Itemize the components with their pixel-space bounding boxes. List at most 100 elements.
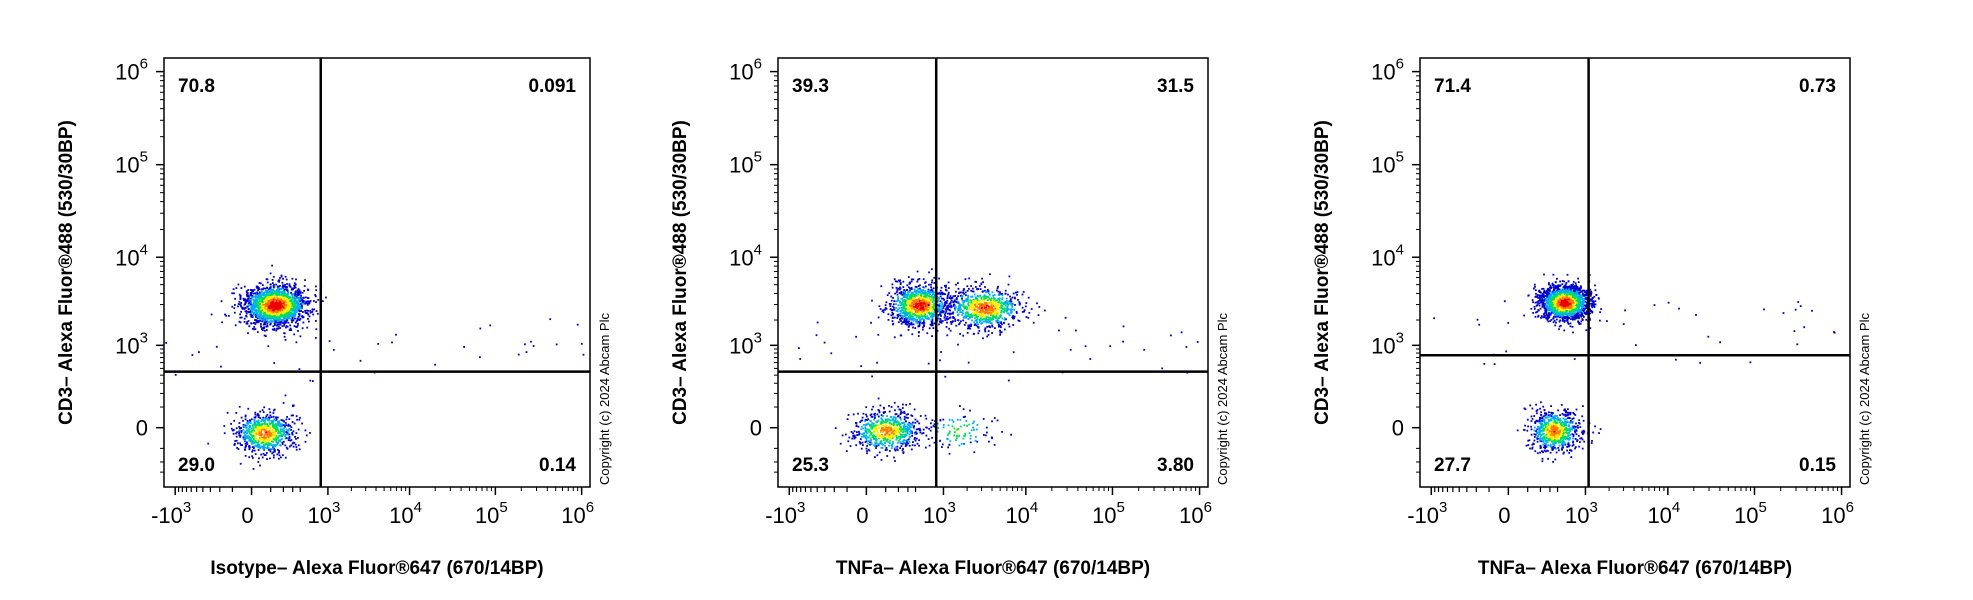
event-dot [279,432,282,434]
event-dot [250,299,252,301]
event-dot [272,286,275,289]
event-dot [239,297,242,300]
event-dot [306,303,309,306]
event-dot [950,304,952,307]
event-dot [272,300,274,303]
event-dot [261,320,263,323]
event-dot [1018,301,1021,304]
event-dot [914,318,917,321]
event-dot [923,299,925,302]
event-dot [913,306,916,309]
event-dot [967,304,970,307]
event-dot [1007,308,1010,311]
event-dot [277,304,279,307]
event-dot [304,311,307,314]
event-dot [1011,296,1014,299]
event-dot [990,314,992,316]
event-dot [272,409,275,412]
event-dot [906,311,909,314]
event-dot [937,314,940,316]
event-dot [892,303,895,306]
event-dot [299,317,302,320]
event-dot [258,443,261,446]
event-dot [244,414,247,417]
event-dot [922,311,925,314]
event-dot [909,287,911,290]
event-dot [237,448,240,450]
event-dot [977,323,979,326]
event-dot [862,423,865,426]
event-dot [973,299,975,301]
event-dot [923,304,926,307]
event-dot [985,321,988,324]
event-dot [1008,314,1011,316]
event-dot [288,317,291,320]
event-dot [267,300,270,303]
event-dot [299,307,302,310]
event-dot [250,312,253,315]
event-dot [300,301,303,304]
event-dot [1013,315,1016,318]
event-dot [253,311,256,314]
event-dot [261,301,264,303]
event-dot [273,329,276,331]
event-dot [877,409,880,411]
event-dot [915,290,918,293]
event-dot [943,305,946,308]
event-dot [989,319,991,322]
event-dot [258,293,261,295]
event-dot [245,293,248,296]
event-dot [902,311,905,314]
event-dot [979,288,982,290]
event-dot [979,305,981,307]
event-dot [290,439,293,441]
event-dot [867,442,869,445]
event-dot [987,330,990,332]
event-dot [267,447,270,449]
event-dot [291,309,294,312]
event-dot [885,307,888,310]
event-dot [1021,293,1024,296]
event-dot [253,422,256,425]
event-dot [246,292,249,294]
event-dot [277,448,279,451]
event-dot [909,313,912,316]
event-dot [277,432,279,434]
event-dot [897,315,899,318]
event-dot [280,434,282,437]
event-dot [862,434,865,437]
event-dot [976,302,979,305]
event-dot [995,311,998,313]
event-dot [247,300,249,303]
event-dot [235,287,238,289]
event-dot [867,423,870,425]
event-dot [942,307,945,309]
event-dot [870,442,873,444]
event-dot [974,307,976,309]
event-dot [933,294,936,296]
event-dot [966,312,969,315]
event-dot [986,308,988,310]
event-dot [243,303,246,306]
event-dot [247,289,250,291]
event-dot [255,306,258,308]
event-dot [930,426,933,429]
event-dot [958,306,960,309]
event-dot [918,325,920,328]
event-dot [289,305,292,308]
event-dot [851,437,854,440]
event-dot [243,425,245,427]
event-dot [972,287,974,290]
event-dot [245,290,248,293]
event-dot [902,309,905,312]
event-dot [955,297,958,299]
event-dot [970,313,973,316]
event-dot [924,316,927,319]
event-dot [270,296,272,299]
event-dot [930,286,932,289]
event-dot [292,314,295,317]
event-dot [280,274,283,277]
event-dot [896,289,899,292]
event-dot [242,426,245,428]
event-dot [248,427,250,430]
